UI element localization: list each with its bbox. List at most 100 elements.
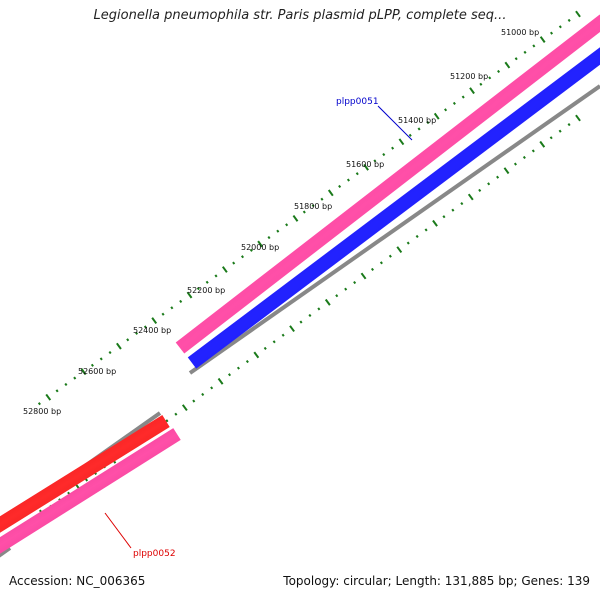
outer-minor-tick — [214, 274, 218, 278]
outer-minor-tick — [90, 363, 94, 367]
outer-minor-tick — [205, 280, 209, 284]
inner-major-tick — [253, 351, 260, 359]
backbone-line-bottom — [0, 546, 12, 558]
outer-tick-ring — [37, 10, 581, 406]
inner-minor-tick — [415, 234, 419, 239]
outer-minor-tick — [355, 172, 359, 176]
inner-minor-tick — [460, 202, 464, 206]
outer-minor-tick — [346, 178, 350, 182]
outer-minor-tick — [479, 82, 483, 86]
inner-minor-tick — [558, 129, 562, 133]
tick-label-52000: 52000 bp — [241, 243, 279, 252]
outer-minor-tick — [170, 306, 174, 310]
outer-major-tick — [363, 163, 369, 171]
inner-major-tick — [217, 377, 224, 385]
inner-minor-tick — [370, 267, 375, 271]
inner-major-tick — [360, 272, 367, 280]
outer-major-tick — [398, 138, 405, 146]
inner-major-tick — [181, 404, 188, 412]
inner-minor-tick — [317, 307, 321, 311]
gene-label-plpp0052[interactable]: plpp0052 — [133, 549, 176, 559]
inner-minor-tick — [531, 149, 535, 153]
outer-major-tick — [327, 189, 334, 197]
outer-minor-tick — [99, 357, 103, 361]
outer-minor-tick — [232, 261, 236, 265]
inner-major-tick — [575, 114, 581, 122]
outer-minor-tick — [452, 101, 456, 105]
inner-minor-tick — [308, 313, 312, 318]
outer-minor-tick — [302, 210, 306, 214]
inner-minor-tick — [236, 366, 240, 370]
genome-summary-text: Topology: circular; Length: 131,885 bp; … — [283, 574, 590, 588]
inner-major-tick — [324, 298, 331, 306]
gene-plpp0051-feature[interactable] — [187, 47, 600, 369]
outer-minor-tick — [64, 382, 68, 387]
inner-minor-tick — [451, 208, 455, 212]
inner-minor-tick — [245, 359, 249, 364]
inner-minor-tick — [210, 386, 214, 390]
outer-major-tick — [80, 368, 87, 376]
outer-minor-tick — [311, 204, 315, 208]
map-title: Legionella pneumophila str. Paris plasmi… — [93, 8, 507, 23]
outer-minor-tick — [444, 108, 448, 112]
gene-plpp0052-feature[interactable] — [0, 415, 170, 533]
tick-label-52200: 52200 bp — [187, 286, 225, 295]
inner-minor-tick — [174, 412, 178, 416]
outer-minor-tick — [391, 146, 395, 150]
inner-major-tick — [503, 167, 510, 175]
outer-minor-tick — [37, 402, 41, 406]
outer-minor-tick — [276, 229, 280, 233]
outer-minor-tick — [567, 18, 571, 22]
outer-minor-tick — [373, 159, 377, 163]
cds-feature-lower[interactable] — [0, 428, 181, 554]
outer-major-tick — [433, 112, 440, 120]
outer-major-tick — [504, 61, 511, 69]
outer-minor-tick — [523, 50, 527, 54]
tick-labels: 51000 bp 51200 bp 51400 bp 51600 bp 51800 bp… — [23, 28, 539, 416]
inner-minor-tick — [478, 188, 482, 192]
plpp0052-leader-line — [104, 512, 132, 549]
tick-label-51000: 51000 bp — [501, 28, 539, 37]
tick-label-51400: 51400 bp — [398, 116, 436, 125]
inner-minor-tick — [388, 254, 392, 258]
outer-major-tick — [116, 342, 122, 350]
outer-minor-tick — [417, 127, 421, 131]
inner-minor-tick — [281, 333, 285, 337]
outer-minor-tick — [408, 133, 412, 137]
outer-minor-tick — [488, 76, 492, 80]
inner-minor-tick — [353, 280, 357, 285]
gene-label-plpp0051[interactable]: plpp0051 — [336, 97, 379, 107]
outer-minor-tick — [108, 350, 112, 355]
inner-minor-tick — [201, 392, 205, 397]
inner-major-tick — [539, 140, 546, 148]
outer-major-tick — [221, 266, 228, 273]
outer-minor-tick — [126, 338, 130, 342]
outer-minor-tick — [240, 255, 245, 259]
outer-minor-tick — [320, 197, 324, 201]
inner-minor-tick — [406, 241, 410, 245]
inner-minor-tick — [513, 162, 517, 166]
outer-major-tick — [539, 36, 546, 43]
inner-minor-tick — [487, 182, 491, 186]
outer-major-tick — [151, 317, 158, 325]
backbone-line-upper — [188, 84, 600, 375]
inner-minor-tick — [496, 175, 500, 179]
outer-minor-tick — [161, 312, 165, 316]
tick-label-51600: 51600 bp — [346, 160, 384, 169]
outer-minor-tick — [461, 95, 465, 99]
cds-feature-upper[interactable] — [175, 14, 600, 354]
inner-minor-tick — [272, 340, 276, 344]
tick-label-51200: 51200 bp — [450, 72, 488, 81]
outer-minor-tick — [382, 152, 386, 157]
accession-text: Accession: NC_006365 — [9, 574, 146, 588]
outer-minor-tick — [196, 287, 200, 291]
outer-major-tick — [186, 291, 193, 299]
inner-minor-tick — [85, 478, 89, 482]
outer-minor-tick — [73, 376, 77, 380]
tick-label-52400: 52400 bp — [133, 326, 171, 335]
inner-minor-tick — [192, 399, 196, 403]
outer-minor-tick — [549, 31, 554, 35]
outer-major-tick — [292, 214, 299, 222]
